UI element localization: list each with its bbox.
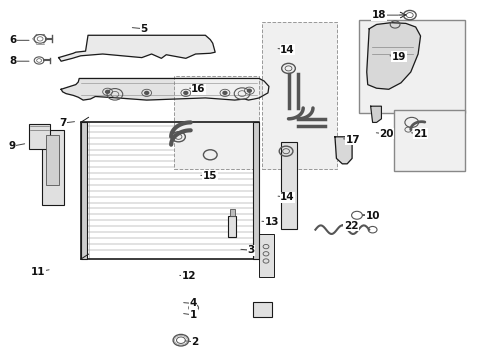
Bar [229, 209, 234, 216]
Bar [261, 22, 337, 169]
Circle shape [183, 91, 187, 94]
Bar [46, 135, 59, 185]
Text: 2: 2 [191, 337, 198, 347]
Bar [259, 234, 273, 277]
Text: 5: 5 [141, 24, 147, 34]
Bar [173, 76, 259, 169]
Text: 11: 11 [31, 267, 45, 277]
Bar [81, 122, 86, 259]
Polygon shape [334, 137, 351, 164]
Polygon shape [370, 106, 381, 122]
Bar [281, 142, 296, 229]
Bar [81, 122, 86, 259]
Text: 7: 7 [59, 118, 66, 128]
Circle shape [223, 91, 226, 94]
Text: 9: 9 [9, 141, 16, 151]
Text: 6: 6 [10, 35, 17, 45]
Bar [359, 20, 464, 113]
Text: 13: 13 [264, 217, 279, 227]
Polygon shape [366, 23, 420, 89]
Text: 18: 18 [371, 10, 386, 20]
Text: 16: 16 [191, 84, 205, 94]
Text: 14: 14 [280, 192, 294, 202]
Text: 4: 4 [189, 298, 197, 309]
Text: 15: 15 [203, 171, 217, 181]
Text: 20: 20 [378, 129, 393, 139]
Bar [228, 216, 236, 237]
Bar [29, 124, 50, 149]
Bar [253, 122, 259, 259]
Text: 17: 17 [345, 135, 360, 145]
Text: 8: 8 [10, 56, 17, 66]
Bar [253, 302, 271, 317]
Text: 14: 14 [280, 45, 294, 55]
Text: 10: 10 [365, 211, 379, 221]
Bar [81, 122, 259, 259]
Circle shape [247, 89, 251, 92]
Text: 3: 3 [247, 245, 254, 255]
Circle shape [105, 90, 109, 93]
Bar [253, 122, 259, 259]
Bar [41, 130, 63, 205]
Polygon shape [61, 78, 268, 100]
Polygon shape [59, 35, 215, 61]
Text: 19: 19 [391, 52, 406, 62]
Text: 22: 22 [343, 221, 358, 231]
Bar [393, 110, 464, 171]
Text: 12: 12 [181, 271, 196, 282]
Circle shape [144, 91, 148, 94]
Text: 21: 21 [412, 129, 427, 139]
Text: 1: 1 [190, 310, 197, 320]
